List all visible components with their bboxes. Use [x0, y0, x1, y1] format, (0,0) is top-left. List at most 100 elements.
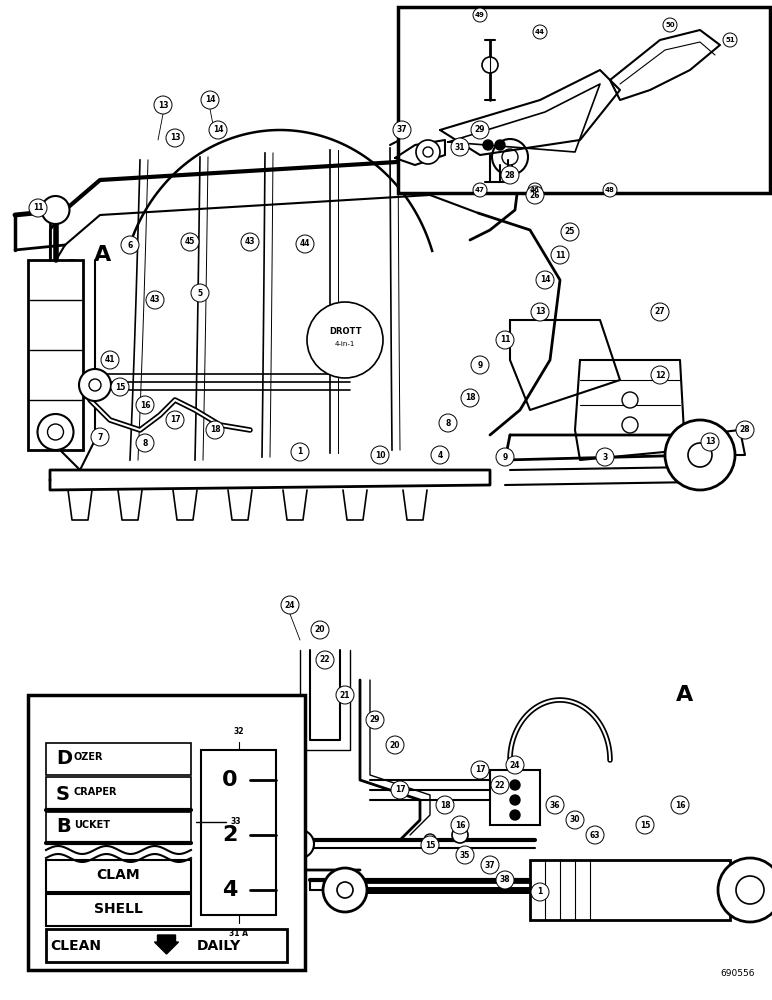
Text: 24: 24: [285, 600, 295, 609]
Bar: [46, 743, 191, 775]
Circle shape: [146, 291, 164, 309]
Text: 41: 41: [105, 356, 115, 364]
Circle shape: [471, 761, 489, 779]
Text: 7: 7: [97, 432, 103, 442]
Circle shape: [603, 183, 617, 197]
Text: 32: 32: [233, 728, 244, 736]
Text: 13: 13: [157, 101, 168, 109]
Text: A: A: [94, 245, 112, 265]
Text: 11: 11: [555, 250, 565, 259]
Bar: [46, 929, 287, 962]
Circle shape: [166, 411, 184, 429]
Circle shape: [451, 816, 469, 834]
Circle shape: [456, 846, 474, 864]
Circle shape: [586, 826, 604, 844]
Circle shape: [316, 651, 334, 669]
Text: 5: 5: [198, 288, 202, 298]
Circle shape: [531, 883, 549, 901]
Circle shape: [536, 271, 554, 289]
Circle shape: [386, 736, 404, 754]
Text: 14: 14: [205, 96, 215, 104]
Text: 13: 13: [705, 438, 715, 446]
Circle shape: [281, 596, 299, 614]
Text: 8: 8: [445, 418, 451, 428]
Text: 16: 16: [455, 820, 466, 830]
Text: S: S: [56, 784, 70, 804]
Circle shape: [296, 235, 314, 253]
Circle shape: [566, 811, 584, 829]
Circle shape: [452, 827, 468, 843]
Circle shape: [496, 331, 514, 349]
Bar: [46, 894, 191, 926]
Text: DAILY: DAILY: [197, 938, 241, 952]
Circle shape: [436, 796, 454, 814]
Circle shape: [206, 421, 224, 439]
Text: 17: 17: [170, 416, 181, 424]
Circle shape: [439, 414, 457, 432]
Text: SHELL: SHELL: [94, 902, 143, 916]
Circle shape: [506, 756, 524, 774]
Text: 37: 37: [397, 125, 408, 134]
Text: 30: 30: [570, 816, 581, 824]
Circle shape: [473, 183, 487, 197]
Bar: [201, 750, 276, 915]
Circle shape: [431, 446, 449, 464]
Circle shape: [154, 96, 172, 114]
Circle shape: [371, 446, 389, 464]
Text: 18: 18: [210, 426, 220, 434]
Text: 50: 50: [665, 22, 675, 28]
Circle shape: [492, 139, 528, 175]
Text: A: A: [676, 685, 693, 705]
Circle shape: [38, 414, 73, 450]
Text: 46: 46: [530, 187, 540, 193]
Circle shape: [286, 830, 314, 858]
Circle shape: [502, 149, 518, 165]
Text: OZER: OZER: [74, 752, 103, 762]
Circle shape: [701, 433, 719, 451]
Text: 15: 15: [115, 382, 125, 391]
Text: CLEAN: CLEAN: [50, 938, 101, 952]
Text: 24: 24: [510, 760, 520, 770]
Circle shape: [337, 882, 353, 898]
Text: 9: 9: [477, 360, 482, 369]
Circle shape: [423, 147, 433, 157]
Text: 49: 49: [475, 12, 485, 18]
Bar: [530, 860, 730, 920]
Text: 31 A: 31 A: [229, 928, 248, 938]
Text: 22: 22: [320, 656, 330, 664]
Circle shape: [393, 121, 411, 139]
Text: 16: 16: [675, 800, 686, 810]
Text: 15: 15: [640, 820, 650, 830]
Circle shape: [551, 246, 569, 264]
Circle shape: [561, 223, 579, 241]
Bar: [398, 7, 770, 193]
Text: 63: 63: [590, 830, 601, 840]
Text: 26: 26: [530, 190, 540, 200]
Circle shape: [528, 183, 542, 197]
Circle shape: [495, 140, 505, 150]
Circle shape: [636, 816, 654, 834]
Text: 29: 29: [475, 125, 486, 134]
Circle shape: [481, 856, 499, 874]
Text: 22: 22: [495, 780, 505, 790]
Text: 20: 20: [315, 626, 325, 635]
Circle shape: [421, 836, 439, 854]
Text: 44: 44: [535, 29, 545, 35]
Circle shape: [121, 236, 139, 254]
Circle shape: [596, 448, 614, 466]
Circle shape: [483, 140, 493, 150]
Circle shape: [291, 443, 309, 461]
Circle shape: [79, 369, 111, 401]
Bar: [46, 860, 191, 892]
Text: 28: 28: [505, 170, 516, 180]
Text: DROTT: DROTT: [329, 328, 361, 336]
Text: 43: 43: [150, 296, 161, 304]
Circle shape: [510, 810, 520, 820]
Circle shape: [622, 417, 638, 433]
Text: 12: 12: [655, 370, 665, 379]
Circle shape: [336, 686, 354, 704]
Text: 17: 17: [475, 766, 486, 774]
Text: 6: 6: [127, 240, 133, 249]
Text: 38: 38: [499, 876, 510, 884]
Circle shape: [510, 795, 520, 805]
